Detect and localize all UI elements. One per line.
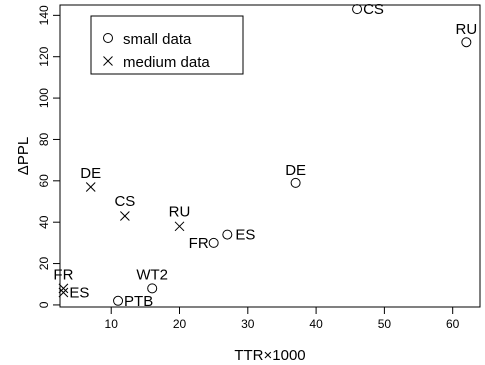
point-label: DE xyxy=(285,162,306,179)
data-point-medium-es: ES xyxy=(58,285,89,302)
circle-marker xyxy=(352,4,363,15)
circle-marker xyxy=(147,283,158,294)
plot-frame xyxy=(59,4,481,308)
x-tick-label: 10 xyxy=(105,317,119,331)
circle-marker xyxy=(208,237,219,248)
cross-marker xyxy=(85,182,96,192)
data-point-small-ptb: PTB xyxy=(113,293,153,310)
point-label: DE xyxy=(80,165,101,182)
point-label: RU xyxy=(169,203,191,220)
x-axis: 10 20 30 40 50 60 xyxy=(105,307,460,331)
cross-marker xyxy=(174,221,185,232)
y-axis: 0 20 40 60 80 100 120 140 xyxy=(37,5,60,308)
data-point-medium-fr: FR xyxy=(53,266,74,294)
data-point-small-de: DE xyxy=(285,162,306,188)
legend-marker-medium-data xyxy=(103,56,113,66)
data-points: CS RU DE ES FR WT2 PTB DE CS RU FR ES xyxy=(53,1,477,310)
circle-marker xyxy=(222,229,233,240)
data-point-small-es: ES xyxy=(222,227,255,244)
circle-marker xyxy=(461,37,472,48)
y-tick-label: 100 xyxy=(37,88,51,108)
data-point-medium-de: DE xyxy=(80,165,101,192)
legend-label-small-data: small data xyxy=(123,31,192,48)
cross-marker xyxy=(58,287,69,298)
point-label: CS xyxy=(114,193,135,210)
point-label: FR xyxy=(53,266,73,283)
y-axis-title: ΔPPL xyxy=(15,137,32,175)
legend-label-medium-data: medium data xyxy=(123,54,210,71)
y-tick-label: 120 xyxy=(37,46,51,66)
legend-marker-small-data xyxy=(103,33,113,43)
data-point-small-ru: RU xyxy=(456,21,478,48)
point-label: ES xyxy=(69,285,89,302)
point-label: WT2 xyxy=(136,266,168,283)
cross-marker xyxy=(58,283,69,294)
y-tick-label: 140 xyxy=(37,5,51,25)
point-label: CS xyxy=(363,1,384,18)
legend: small data medium data xyxy=(90,15,244,75)
data-point-small-wt2: WT2 xyxy=(136,266,168,294)
cross-marker xyxy=(120,211,130,221)
y-tick-label: 80 xyxy=(37,132,51,146)
point-label: PTB xyxy=(124,293,153,310)
point-label: ES xyxy=(235,227,255,244)
circle-marker xyxy=(113,295,124,306)
x-tick-label: 60 xyxy=(446,317,460,331)
circle-marker xyxy=(290,177,301,188)
x-tick-label: 20 xyxy=(173,317,187,331)
point-label: FR xyxy=(189,235,209,252)
data-point-medium-ru: RU xyxy=(169,203,191,232)
x-tick-label: 40 xyxy=(309,317,323,331)
legend-box xyxy=(90,15,244,75)
data-point-small-fr: FR xyxy=(189,235,219,252)
data-point-medium-cs: CS xyxy=(114,193,135,221)
y-tick-label: 40 xyxy=(37,215,51,229)
y-tick-label: 60 xyxy=(37,174,51,188)
x-tick-label: 30 xyxy=(241,317,255,331)
data-point-small-cs: CS xyxy=(352,1,384,18)
x-tick-label: 50 xyxy=(378,317,392,331)
y-tick-label: 0 xyxy=(37,301,51,308)
y-tick-label: 20 xyxy=(37,257,51,271)
x-axis-title: TTR×1000 xyxy=(234,347,305,364)
point-label: RU xyxy=(456,21,478,38)
